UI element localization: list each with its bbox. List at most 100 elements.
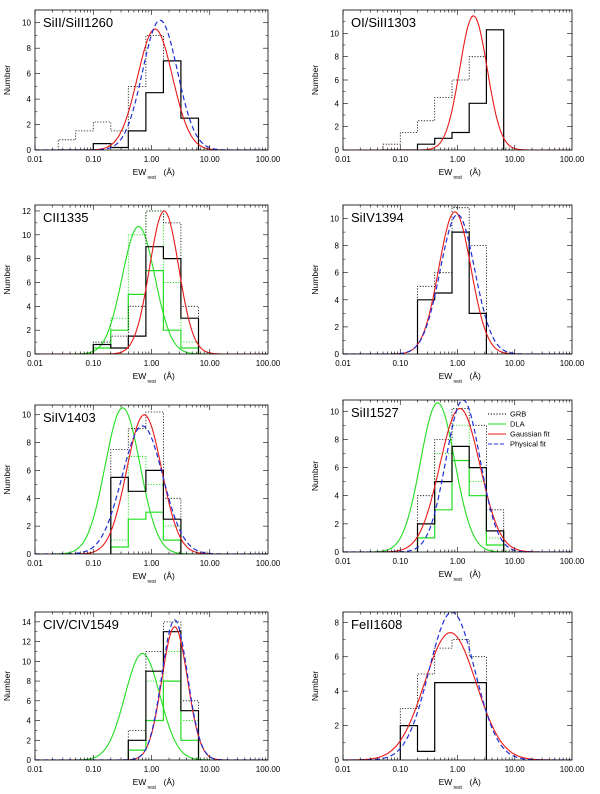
x-axis-subscript: rest <box>148 785 157 791</box>
y-tick-label: 10 <box>22 411 31 420</box>
panel-title: SiII/SiII1260 <box>43 15 113 30</box>
x-tick-label: 100.00 <box>256 559 281 568</box>
y-axis-title: Number <box>2 464 12 494</box>
x-tick-label: 100.00 <box>560 765 585 774</box>
y-tick-label: 8 <box>27 255 32 264</box>
x-tick-label: 0.10 <box>392 557 408 566</box>
grb-detected-histogram <box>92 246 200 354</box>
y-tick-label: 4 <box>335 99 340 108</box>
legend-label-phys: Physical fit <box>510 440 547 449</box>
gaussian-fit-curve <box>343 632 572 760</box>
gaussian-fit-curve <box>343 15 572 150</box>
x-axis-unit: (Å) <box>470 371 482 381</box>
legend-label-grb_dotted: GRB <box>510 410 526 419</box>
panel-1: 0.01 0.10 1.00 10.00 100.00 0 2 4 6 8 10 SiII/SiII1… <box>2 9 281 181</box>
x-axis-unit: (Å) <box>164 167 176 177</box>
x-tick-label: 0.10 <box>392 765 408 774</box>
grb-detected-histogram <box>110 469 182 554</box>
y-tick-label: 2 <box>27 736 32 745</box>
plot-area <box>35 407 268 554</box>
x-tick-label: 1.00 <box>450 155 466 164</box>
grb-detected-histogram <box>127 631 200 760</box>
y-tick-label: 10 <box>330 29 339 38</box>
x-axis-title: EW <box>439 569 453 579</box>
gaussian-fit-curve <box>343 211 572 354</box>
panel-3: 0.01 0.10 1.00 10.00 100.00 0 2 4 6 8 10 12 CII1335 N… <box>2 204 281 385</box>
y-axis-title: Number <box>310 671 320 701</box>
x-tick-label: 0.01 <box>335 765 351 774</box>
panel-4: 0.01 0.10 1.00 10.00 100.00 0 2 4 6 8 10 SiIV1394 Nu… <box>310 204 585 385</box>
y-tick-label: 14 <box>22 618 31 627</box>
dla-gaussian-fit <box>35 407 268 554</box>
y-tick-label: 0 <box>27 146 32 155</box>
gaussian-fit-curve <box>35 626 268 760</box>
x-axis-subscript: rest <box>148 175 157 181</box>
panel-8: 0.01 0.10 1.00 10.00 100.00 0 2 4 6 8 FeII1608 Numb… <box>310 611 585 791</box>
panel-title: CII1335 <box>43 210 89 225</box>
x-axis-title: EW <box>133 777 147 787</box>
y-tick-label: 10 <box>330 215 339 224</box>
y-tick-label: 0 <box>335 548 340 557</box>
panel-5: 0.01 0.10 1.00 10.00 100.00 0 2 4 6 8 10 SiIV1403 Nu… <box>2 404 281 585</box>
grb-total-histogram <box>399 639 487 760</box>
x-tick-label: 0.10 <box>392 155 408 164</box>
x-tick-label: 10.00 <box>505 359 526 368</box>
grb-detected-histogram <box>416 445 505 552</box>
x-tick-label: 0.01 <box>27 155 43 164</box>
x-tick-label: 1.00 <box>450 765 466 774</box>
axes-frame <box>34 204 269 355</box>
y-tick-label: 10 <box>22 657 31 666</box>
x-tick-label: 0.10 <box>85 155 101 164</box>
legend-label-gauss: Gaussian fit <box>510 430 551 439</box>
y-tick-label: 0 <box>27 756 32 765</box>
x-tick-label: 1.00 <box>144 359 160 368</box>
y-tick-label: 2 <box>335 722 340 731</box>
y-tick-label: 8 <box>335 435 340 444</box>
y-tick-label: 0 <box>335 350 340 359</box>
x-tick-label: 0.01 <box>27 559 43 568</box>
y-tick-label: 8 <box>335 53 340 62</box>
y-tick-label: 4 <box>335 492 340 501</box>
y-tick-label: 0 <box>27 550 32 559</box>
physical-fit-curve <box>35 425 268 554</box>
x-tick-label: 10.00 <box>505 557 526 566</box>
y-tick-label: 8 <box>27 44 32 53</box>
y-tick-label: 2 <box>335 520 340 529</box>
x-tick-label: 0.10 <box>85 359 101 368</box>
x-axis-title: EW <box>133 167 147 177</box>
x-tick-label: 100.00 <box>560 359 585 368</box>
y-axis-title: Number <box>310 461 320 491</box>
y-tick-label: 4 <box>27 494 32 503</box>
y-tick-label: 6 <box>335 653 340 662</box>
y-tick-label: 2 <box>27 326 32 335</box>
y-axis-title: Number <box>310 264 320 294</box>
x-axis-subscript: rest <box>148 379 157 385</box>
physical-fit-curve <box>35 19 268 150</box>
y-tick-label: 0 <box>27 350 32 359</box>
gaussian-fit-curve <box>35 210 268 354</box>
x-tick-label: 0.10 <box>85 765 101 774</box>
grb-total-histogram <box>110 411 182 554</box>
x-tick-label: 0.01 <box>335 557 351 566</box>
y-axis-title: Number <box>2 671 12 701</box>
y-tick-label: 2 <box>27 121 32 130</box>
y-tick-label: 8 <box>335 618 340 627</box>
y-tick-label: 6 <box>27 466 32 475</box>
plot-area <box>35 19 268 150</box>
panel-title: SiIV1394 <box>351 210 404 225</box>
physical-fit-curve <box>343 612 572 760</box>
grb-total-histogram <box>127 621 199 760</box>
x-tick-label: 0.10 <box>85 559 101 568</box>
y-axis-title: Number <box>2 264 12 294</box>
x-tick-label: 10.00 <box>200 359 221 368</box>
grb-total-histogram <box>382 29 505 150</box>
grb-detected-histogram <box>399 682 487 760</box>
y-tick-label: 12 <box>22 207 31 216</box>
x-tick-label: 1.00 <box>144 765 160 774</box>
x-tick-label: 10.00 <box>200 155 221 164</box>
y-tick-label: 2 <box>335 123 340 132</box>
x-tick-label: 0.01 <box>335 359 351 368</box>
dla-gaussian-fit <box>35 652 268 760</box>
